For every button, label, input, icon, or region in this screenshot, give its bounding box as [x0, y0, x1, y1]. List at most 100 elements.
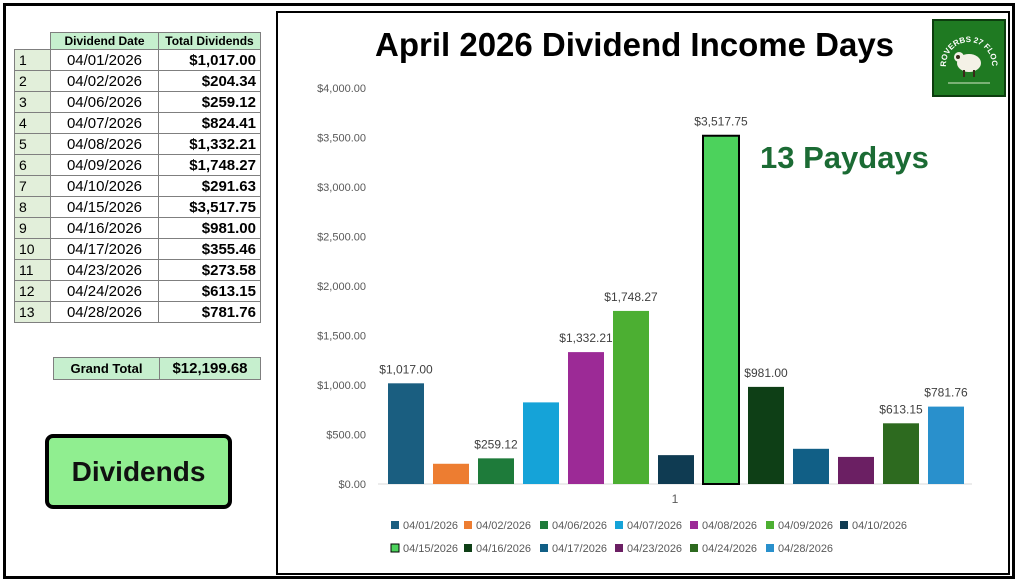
bar-04-17-2026: [793, 448, 829, 484]
y-tick-label: $0.00: [338, 479, 366, 491]
data-label: $1,017.00: [379, 362, 433, 376]
legend-entry: 04/08/2026: [702, 520, 757, 532]
row-number: 13: [14, 301, 51, 323]
legend-entry: 04/15/2026: [403, 543, 458, 555]
legend-swatch: [615, 544, 623, 552]
dividend-date-cell: 04/08/2026: [50, 133, 159, 155]
bar-04-23-2026: [838, 456, 874, 484]
bar-04-02-2026: [433, 463, 469, 484]
grand-total-label: Grand Total: [53, 357, 160, 380]
legend-entry: 04/24/2026: [702, 543, 757, 555]
dividend-date-cell: 04/23/2026: [50, 259, 159, 281]
bar-04-24-2026: [883, 423, 919, 484]
legend-entry: 04/17/2026: [552, 543, 607, 555]
y-tick-label: $2,500.00: [317, 232, 366, 244]
total-dividend-cell: $824.41: [158, 112, 261, 134]
sheep-logo-icon: PROVERBS 27 FLOCK: [931, 14, 999, 84]
legend-entry: 04/02/2026: [476, 520, 531, 532]
legend-swatch: [766, 521, 774, 529]
legend-entry: 04/10/2026: [852, 520, 907, 532]
paydays-annotation: 13 Paydays: [760, 140, 929, 175]
bar-04-28-2026: [928, 406, 964, 484]
legend-entry: 04/28/2026: [778, 543, 833, 555]
table-row: 2 04/02/2026 $204.34: [14, 70, 261, 92]
grand-total-value: $12,199.68: [159, 357, 261, 380]
data-label: $781.76: [924, 386, 968, 400]
chart-title: April 2026 Dividend Income Days: [375, 26, 895, 63]
bar-04-08-2026: [568, 352, 604, 484]
legend-swatch: [690, 544, 698, 552]
legend-entry: 04/01/2026: [403, 520, 458, 532]
y-tick-label: $3,000.00: [317, 182, 366, 194]
proverbs-27-flock-logo: PROVERBS 27 FLOCK: [931, 14, 1006, 97]
dividends-button[interactable]: Dividends: [45, 434, 232, 509]
table-row: 6 04/09/2026 $1,748.27: [14, 154, 261, 176]
bar-04-06-2026: [478, 458, 514, 484]
y-tick-label: $4,000.00: [317, 83, 366, 95]
legend-swatch: [690, 521, 698, 529]
data-label: $1,748.27: [604, 290, 658, 304]
y-tick-label: $1,000.00: [317, 380, 366, 392]
row-number: 5: [14, 133, 51, 155]
legend-swatch: [615, 521, 623, 529]
legend-swatch: [766, 544, 774, 552]
bar-04-09-2026: [613, 310, 649, 484]
legend-entry: 04/16/2026: [476, 543, 531, 555]
total-dividend-cell: $259.12: [158, 91, 261, 113]
dividend-date-cell: 04/16/2026: [50, 217, 159, 239]
grand-total-table: Grand Total $12,199.68: [53, 357, 261, 380]
legend-swatch: [464, 521, 472, 529]
legend-swatch: [391, 521, 399, 529]
bar-04-07-2026: [523, 402, 559, 484]
header-total-dividends: Total Dividends: [158, 32, 261, 50]
bar-04-01-2026: [388, 383, 424, 484]
y-tick-label: $1,500.00: [317, 331, 366, 343]
y-tick-label: $500.00: [326, 430, 366, 442]
total-dividend-cell: $613.15: [158, 280, 261, 302]
y-tick-label: $2,000.00: [317, 281, 366, 293]
legend-swatch: [540, 521, 548, 529]
table-corner: [14, 32, 51, 50]
row-number: 2: [14, 70, 51, 92]
legend-entry: 04/06/2026: [552, 520, 607, 532]
bar-04-15-2026: [702, 134, 740, 486]
legend-swatch: [464, 544, 472, 552]
outer-frame: [3, 3, 1015, 579]
data-label: $259.12: [474, 437, 518, 451]
table-row: 10 04/17/2026 $355.46: [14, 238, 261, 260]
dividend-date-cell: 04/15/2026: [50, 196, 159, 218]
table-row: 4 04/07/2026 $824.41: [14, 112, 261, 134]
dividend-date-cell: 04/06/2026: [50, 91, 159, 113]
table-row: 13 04/28/2026 $781.76: [14, 301, 261, 323]
table-header-row: Dividend Date Total Dividends: [14, 32, 261, 50]
table-row: 12 04/24/2026 $613.15: [14, 280, 261, 302]
dividend-date-cell: 04/17/2026: [50, 238, 159, 260]
total-dividend-cell: $204.34: [158, 70, 261, 92]
table-row: 8 04/15/2026 $3,517.75: [14, 196, 261, 218]
data-label: $3,517.75: [694, 115, 748, 129]
total-dividend-cell: $781.76: [158, 301, 261, 323]
table-row: 7 04/10/2026 $291.63: [14, 175, 261, 197]
table-row: 11 04/23/2026 $273.58: [14, 259, 261, 281]
legend-swatch: [390, 543, 400, 553]
row-number: 11: [14, 259, 51, 281]
legend-swatch: [840, 521, 848, 529]
data-label: $613.15: [879, 402, 923, 416]
row-number: 6: [14, 154, 51, 176]
legend-entry: 04/23/2026: [627, 543, 682, 555]
y-tick-label: $3,500.00: [317, 133, 366, 145]
dividend-date-cell: 04/28/2026: [50, 301, 159, 323]
row-number: 12: [14, 280, 51, 302]
legend-entry: 04/09/2026: [778, 520, 833, 532]
legend-swatch: [540, 544, 548, 552]
data-label: $1,332.21: [559, 331, 613, 345]
legend-entry: 04/07/2026: [627, 520, 682, 532]
x-category-label: 1: [672, 492, 679, 506]
data-label: $981.00: [744, 366, 788, 380]
bar-04-10-2026: [658, 455, 694, 484]
bar-04-16-2026: [748, 386, 784, 484]
dividend-date-cell: 04/09/2026: [50, 154, 159, 176]
dividend-table: Dividend Date Total Dividends 1 04/01/202…: [14, 32, 261, 323]
dividend-date-cell: 04/02/2026: [50, 70, 159, 92]
